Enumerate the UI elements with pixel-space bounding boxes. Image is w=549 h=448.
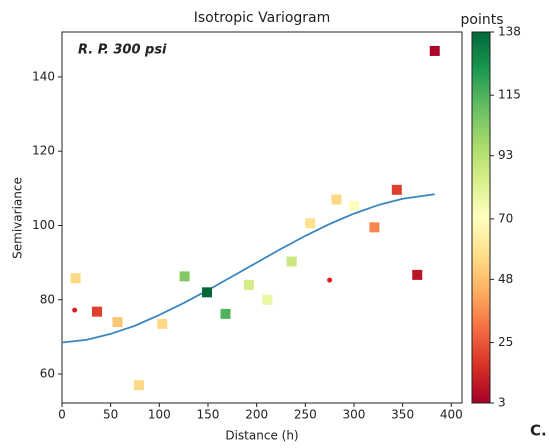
point	[331, 194, 342, 205]
colorbar-label: points	[461, 12, 504, 28]
dot	[72, 307, 78, 313]
y-tick-label: 120	[32, 144, 55, 158]
colorbar	[471, 31, 491, 404]
model-line	[61, 193, 435, 344]
point	[220, 308, 231, 319]
annotation: R. P. 300 psi	[78, 43, 167, 58]
colorbar-tick-label: 70	[498, 211, 513, 225]
point	[348, 200, 359, 211]
x-tick-label: 200	[245, 408, 268, 422]
point	[92, 306, 103, 317]
colorbar-tick-label: 48	[498, 272, 513, 286]
point	[179, 271, 190, 282]
x-tick-label: 50	[103, 408, 118, 422]
colorbar-tick-label: 3	[498, 396, 506, 410]
point	[429, 45, 440, 56]
colorbar-tick-label: 25	[498, 335, 513, 349]
point	[286, 256, 297, 267]
point	[157, 318, 168, 329]
point	[133, 380, 144, 391]
point	[202, 287, 213, 298]
y-axis-label: Semivariance	[11, 177, 25, 259]
chart-title: Isotropic Variogram	[194, 10, 331, 26]
point	[391, 184, 402, 195]
point	[262, 294, 273, 305]
y-tick-label: 100	[32, 218, 55, 232]
panel-label: C.	[530, 422, 547, 440]
point	[369, 222, 380, 233]
x-tick-label: 0	[58, 408, 66, 422]
y-tick-label: 80	[40, 292, 55, 306]
colorbar-tick-label: 138	[498, 25, 521, 39]
x-tick-label: 350	[391, 408, 414, 422]
point	[112, 317, 123, 328]
point	[243, 279, 254, 290]
dot	[327, 277, 333, 283]
x-tick-label: 400	[440, 408, 463, 422]
colorbar-tick-label: 93	[498, 148, 513, 162]
colorbar-tick-label: 115	[498, 88, 521, 102]
point	[70, 273, 81, 284]
x-axis-label: Distance (h)	[225, 429, 298, 443]
y-tick-label: 60	[40, 367, 55, 381]
x-tick-label: 300	[343, 408, 366, 422]
plot-frame	[61, 31, 463, 404]
y-tick-label: 140	[32, 69, 55, 83]
point	[412, 269, 423, 280]
x-tick-label: 150	[197, 408, 220, 422]
x-tick-label: 100	[148, 408, 171, 422]
x-tick-label: 250	[294, 408, 317, 422]
point	[305, 218, 316, 229]
